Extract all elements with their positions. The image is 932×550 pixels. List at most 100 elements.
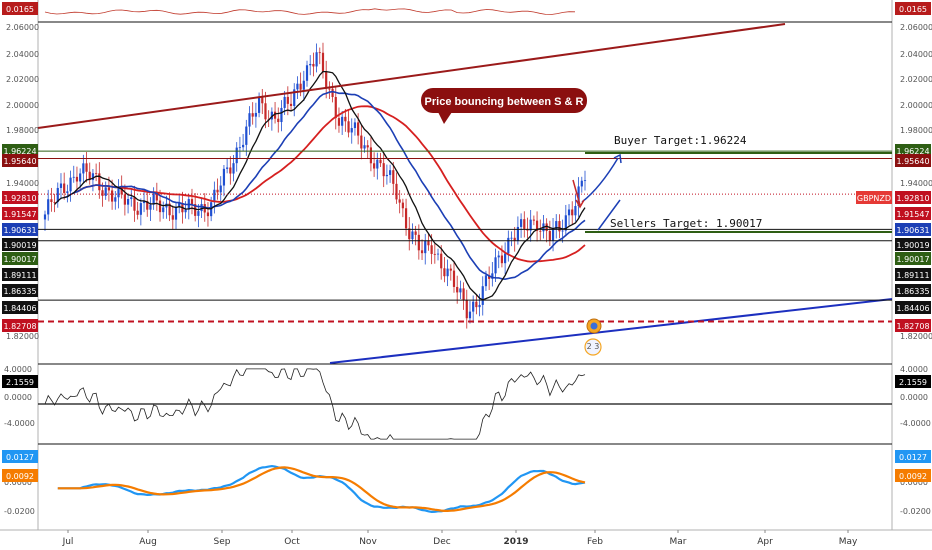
osc-tick-left: 4.0000: [4, 365, 32, 374]
candle-body: [162, 207, 165, 213]
candle-body: [309, 63, 312, 66]
time-tick-label: 2019: [503, 537, 528, 547]
osc-badge-left: 2.1559: [6, 378, 34, 387]
time-tick-label: Apr: [757, 537, 773, 547]
candle-body: [363, 145, 366, 149]
candle-body: [136, 210, 139, 215]
candle-body: [504, 253, 507, 264]
time-tick-label: Oct: [284, 537, 300, 547]
candle-body: [519, 219, 523, 227]
candle-body: [558, 221, 561, 232]
candle-body: [545, 223, 548, 232]
level-badge-left: 1.86335: [3, 287, 36, 296]
candle-body: [430, 245, 433, 254]
level-badge-right: 1.96224: [896, 147, 929, 156]
macd-badge-right: 0.0092: [899, 472, 927, 481]
osc-tick-right: 0.0000: [900, 393, 928, 402]
ma-blue-line: [64, 90, 586, 281]
osc-tick-left: -4.0000: [4, 419, 35, 428]
candle-body: [283, 96, 286, 108]
candle-body: [350, 128, 353, 133]
macd-badge-right: 0.0127: [899, 453, 927, 462]
candle-body: [513, 237, 516, 241]
candle-body: [344, 116, 347, 122]
candle-body: [369, 147, 373, 164]
level-badge-right-bg: [895, 301, 931, 314]
candle-body: [194, 204, 197, 216]
candle-body: [478, 304, 481, 308]
candle-body: [440, 253, 443, 269]
macd-tick-left: 0.0000: [4, 478, 32, 487]
candle-body: [72, 176, 75, 178]
candle-body: [321, 52, 325, 72]
candle-body: [59, 183, 63, 188]
candle-body: [491, 273, 494, 279]
candle-body: [43, 214, 47, 220]
candle-body: [98, 173, 101, 191]
level-badge-right: 1.89111: [896, 271, 929, 280]
candle-body: [101, 190, 104, 196]
event-marker-icon-inner: [590, 322, 598, 330]
time-tick-label: Aug: [139, 537, 157, 547]
candle-body: [245, 126, 248, 145]
down-arrow: [572, 179, 581, 206]
candle-body: [577, 186, 580, 207]
candle-body: [398, 199, 401, 203]
macd-badge-right-bg: [895, 469, 931, 482]
candle-body: [408, 228, 411, 240]
level-badge-left: 1.84406: [3, 304, 36, 313]
macd-badge-left-bg: [2, 469, 38, 482]
candle-body: [555, 221, 558, 230]
level-badge-right: 1.90019: [896, 241, 929, 250]
time-tick-label: Dec: [433, 537, 450, 547]
candle-body: [251, 113, 254, 117]
candle-body: [155, 193, 158, 201]
candle-body: [213, 189, 216, 203]
candle-body: [111, 190, 114, 202]
candle-body: [299, 83, 302, 90]
level-badge-left: 1.90019: [3, 241, 36, 250]
candle-body: [142, 201, 146, 204]
candle-body: [197, 211, 200, 216]
candle-body: [248, 113, 251, 127]
candle-body: [174, 207, 178, 220]
level-badge-left: 1.89111: [3, 271, 36, 280]
candle-body: [200, 204, 203, 212]
candle-body: [82, 163, 85, 174]
candle-body: [133, 197, 136, 211]
level-badge-right-bg: [895, 207, 931, 220]
buyer-arrow: [581, 157, 619, 203]
level-badge-right-bg: [895, 252, 931, 265]
candle-body: [296, 83, 299, 90]
candle-body: [79, 173, 82, 182]
seller-arrow: [597, 199, 621, 231]
candle-body: [190, 199, 194, 205]
candle-body: [488, 275, 491, 279]
price-tick-left: 2.06000: [6, 23, 39, 32]
candle-body: [424, 240, 427, 254]
candle-body: [312, 63, 315, 67]
candle-body: [56, 187, 59, 203]
price-tick-left: 1.98000: [6, 126, 39, 135]
candle-body: [574, 206, 577, 216]
level-badge-right: 1.90017: [896, 255, 929, 264]
candle-body: [69, 177, 72, 192]
candle-body: [507, 237, 510, 254]
candle-body: [510, 237, 513, 239]
bubble-tail: [438, 112, 452, 124]
level-badge-left-bg: [2, 284, 38, 297]
candle-body: [152, 193, 155, 205]
down-arrowhead: [575, 199, 585, 209]
candle-body: [289, 103, 293, 106]
candle-body: [75, 176, 79, 182]
candle-body: [376, 159, 379, 169]
level-badge-right-bg: [895, 319, 931, 332]
candle-body: [139, 203, 142, 215]
candle-body: [331, 88, 334, 98]
candle-body: [472, 301, 475, 312]
candle-body: [229, 167, 232, 174]
level-badge-right: 1.82708: [896, 322, 929, 331]
candle-body: [497, 255, 500, 258]
candle-body: [382, 163, 385, 177]
candle-body: [126, 199, 130, 205]
